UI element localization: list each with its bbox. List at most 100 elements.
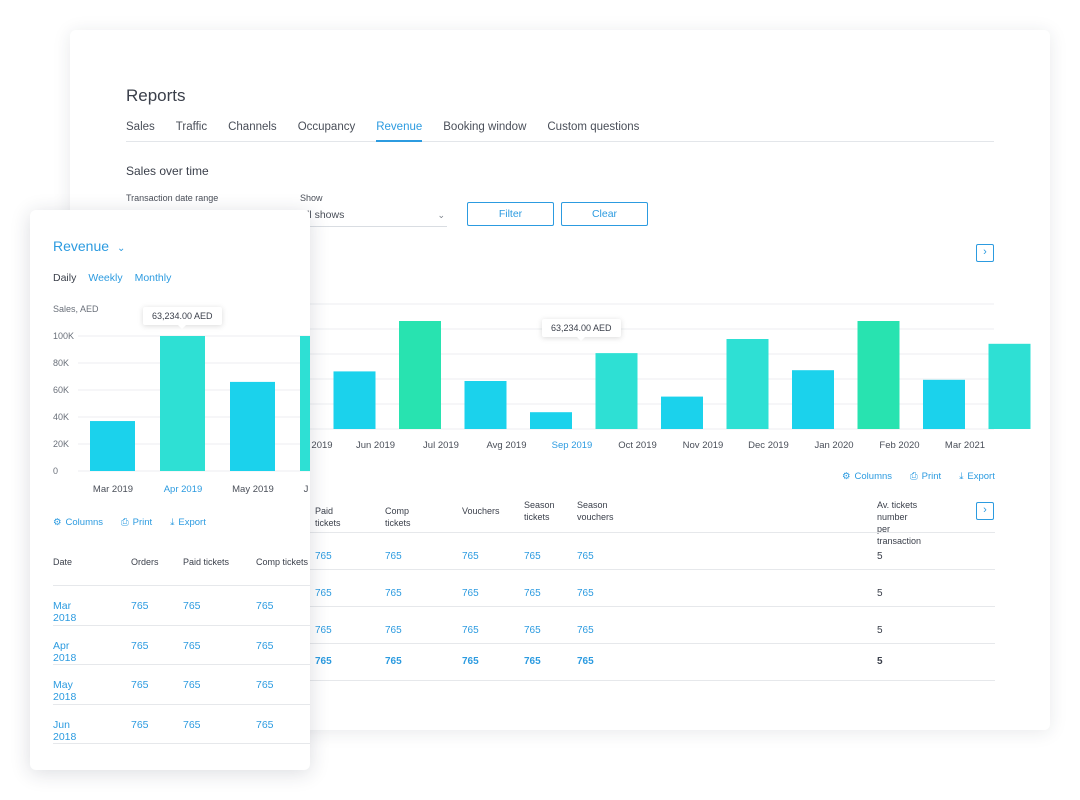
table-cell[interactable]: 765 [315,625,332,636]
column-header[interactable]: Vouchers [462,506,500,516]
table-cell[interactable]: 765 [524,551,541,562]
tab-custom-questions[interactable]: Custom questions [547,121,640,133]
tab-channels[interactable]: Channels [228,121,277,133]
columns-button[interactable]: ⚙ Columns [842,471,892,482]
chart-next-button[interactable]: › [976,244,994,262]
table-cell[interactable]: 765 [131,679,149,691]
table-cell[interactable]: 765 [131,640,149,652]
bar-dec-2019[interactable] [792,370,834,429]
table-cell[interactable]: 765 [256,679,274,691]
total-cell[interactable]: 765 [315,656,332,667]
bar-sep-2019[interactable] [595,353,638,429]
row-divider [53,585,310,586]
show-select[interactable]: All shows ⌄ [300,206,447,227]
bar-jun-2019[interactable] [399,321,441,429]
bar-jun-2019[interactable] [300,336,310,471]
tab-sales[interactable]: Sales [126,121,155,133]
bar-jan-2020[interactable] [857,321,900,429]
column-header[interactable]: Season vouchers [577,500,614,522]
column-header[interactable]: Season tickets [524,500,555,522]
columns-button[interactable]: ⚙ Columns [53,517,103,528]
bar-mar-2019[interactable] [90,421,135,471]
table-cell[interactable]: 765 [256,719,274,731]
filter-button[interactable]: Filter [467,202,554,226]
column-header[interactable]: Paid tickets [183,557,230,567]
x-tick-label: Mar 2021 [945,440,985,451]
total-cell[interactable]: 765 [385,656,402,667]
export-button[interactable]: ⤓ Export [170,517,206,528]
table-cell[interactable]: 765 [524,588,541,599]
column-header[interactable]: Comp tickets [385,506,411,528]
chevron-right-icon: › [983,504,987,516]
metric-selector[interactable]: Revenue ⌄ [53,238,125,254]
tab-traffic[interactable]: Traffic [175,121,208,133]
column-header[interactable]: Av. tickets number per transaction [877,500,922,546]
row-divider [310,532,995,533]
table-cell[interactable]: 765 [462,625,479,636]
table-cell[interactable]: 765 [315,551,332,562]
x-tick-label: Jan 2020 [814,440,853,451]
table-cell[interactable]: 765 [183,679,201,691]
download-icon: ⤓ [959,471,964,482]
bar-may-2019[interactable] [333,371,376,429]
bar-jul-2019[interactable] [464,381,507,429]
table-cell[interactable]: 765 [524,625,541,636]
x-tick-label: J [304,484,309,495]
period-daily[interactable]: Daily [53,272,77,284]
table-cell[interactable]: 765 [577,551,594,562]
table-cell[interactable]: 765 [315,588,332,599]
row-divider [53,625,310,626]
bar-avg-2019[interactable] [530,412,572,429]
y-tick-label: 0 [53,466,58,476]
date-link[interactable]: Mar 2018 [53,600,77,624]
y-tick-label: 40K [53,412,69,422]
bar-mar-2021[interactable] [988,343,1031,429]
column-header[interactable]: Date [53,557,73,567]
table-cell[interactable]: 765 [385,588,402,599]
date-range-label: Transaction date range [126,193,219,203]
clear-button[interactable]: Clear [561,202,648,226]
bar-apr-2019[interactable] [160,336,205,471]
period-monthly[interactable]: Monthly [134,272,172,284]
column-header[interactable]: Comp tickets [256,557,309,567]
page-title: Reports [126,86,186,105]
total-cell[interactable]: 765 [462,656,479,667]
period-weekly[interactable]: Weekly [88,272,123,284]
date-link[interactable]: May 2018 [53,679,77,703]
table-cell: 5 [877,588,883,599]
tab-revenue[interactable]: Revenue [376,112,423,142]
total-cell[interactable]: 765 [577,656,594,667]
table-cell[interactable]: 765 [183,640,201,652]
table-cell[interactable]: 765 [577,625,594,636]
bar-oct-2019[interactable] [661,396,703,429]
table-cell[interactable]: 765 [462,551,479,562]
y-tick-label: 100K [53,331,74,341]
table-cell[interactable]: 765 [131,600,149,612]
bar-may-2019[interactable] [230,381,275,471]
tab-booking-window[interactable]: Booking window [443,121,527,133]
bar-nov-2019[interactable] [726,339,769,429]
export-button[interactable]: ⤓ Export [959,471,995,482]
table-cell[interactable]: 765 [256,640,274,652]
table-cell[interactable]: 765 [183,719,201,731]
table-cell[interactable]: 765 [131,719,149,731]
total-cell[interactable]: 765 [524,656,541,667]
column-header[interactable]: Orders [131,557,159,567]
date-link[interactable]: Apr 2018 [53,640,77,664]
table-cell[interactable]: 765 [577,588,594,599]
table-cell[interactable]: 765 [183,600,201,612]
print-button[interactable]: ⎙ Print [121,517,152,528]
table-cell[interactable]: 765 [462,588,479,599]
date-link[interactable]: Jun 2018 [53,719,77,743]
table-cell[interactable]: 765 [385,551,402,562]
revenue-bar-chart: 2019 Jun 2019 Jul 2019 Avg 2019 Sep 2019 Oct … [292,303,1031,451]
table-cell[interactable]: 765 [385,625,402,636]
tab-occupancy[interactable]: Occupancy [297,121,356,133]
y-tick-label: 20K [53,439,69,449]
table-next-button[interactable]: › [976,502,994,520]
print-button[interactable]: ⎙ Print [910,471,941,482]
table-cell[interactable]: 765 [256,600,274,612]
bar-feb-2020[interactable] [923,379,965,429]
column-header[interactable]: Paid tickets [315,506,341,528]
columns-label: Columns [854,471,893,482]
